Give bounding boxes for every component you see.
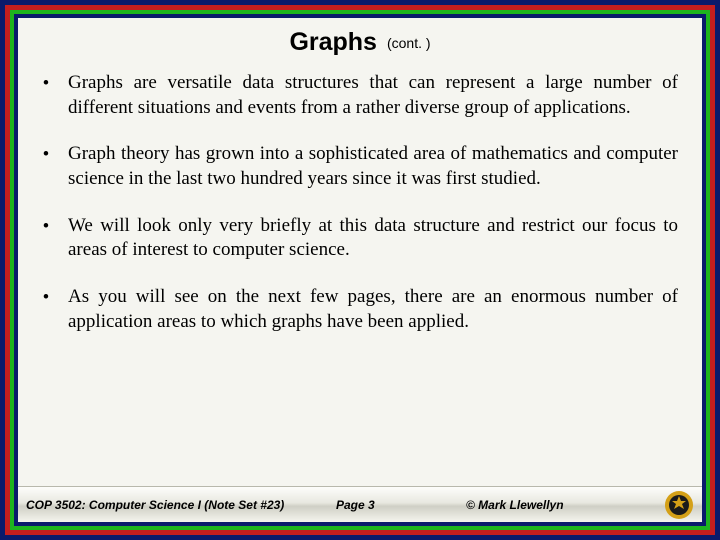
slide-title: Graphs	[289, 28, 377, 56]
bullet-marker: •	[24, 71, 68, 97]
bullet-text: Graph theory has grown into a sophistica…	[68, 142, 678, 191]
body-area: • Graphs are versatile data structures t…	[18, 71, 702, 486]
content-area: Graphs (cont. ) • Graphs are versatile d…	[18, 18, 702, 522]
ucf-logo-icon	[664, 490, 694, 520]
footer-copyright: © Mark Llewellyn	[466, 498, 658, 512]
slide-title-cont: (cont. )	[387, 35, 431, 51]
bullet-marker: •	[24, 142, 68, 168]
title-area: Graphs (cont. )	[18, 18, 702, 71]
footer-page: Page 3	[336, 498, 466, 512]
bullet-item: • Graphs are versatile data structures t…	[24, 71, 678, 120]
bullet-text: Graphs are versatile data structures tha…	[68, 71, 678, 120]
bullet-marker: •	[24, 285, 68, 311]
bullet-item: • We will look only very briefly at this…	[24, 214, 678, 263]
slide: Graphs (cont. ) • Graphs are versatile d…	[0, 0, 720, 540]
footer-bar: COP 3502: Computer Science I (Note Set #…	[18, 486, 702, 522]
bullet-item: • Graph theory has grown into a sophisti…	[24, 142, 678, 191]
bullet-item: • As you will see on the next few pages,…	[24, 285, 678, 334]
bullet-text: We will look only very briefly at this d…	[68, 214, 678, 263]
bullet-marker: •	[24, 214, 68, 240]
footer-course: COP 3502: Computer Science I (Note Set #…	[26, 498, 336, 512]
bullet-text: As you will see on the next few pages, t…	[68, 285, 678, 334]
